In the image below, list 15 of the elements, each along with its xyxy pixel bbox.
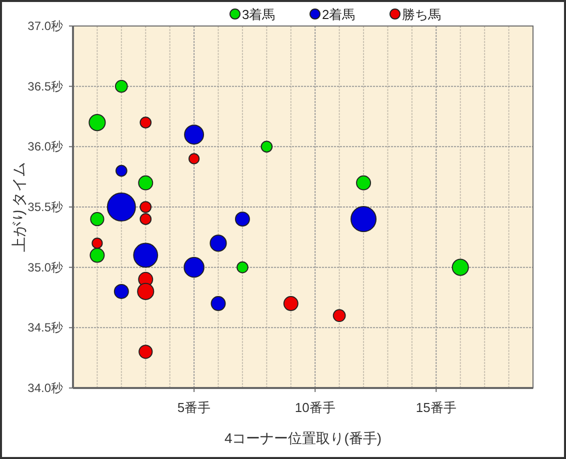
y-tick-label: 36.0秒 bbox=[28, 140, 63, 154]
x-tick-label: 10番手 bbox=[294, 400, 336, 415]
x-axis-title: 4コーナー位置取り(番手) bbox=[224, 430, 382, 446]
y-tick-label: 37.0秒 bbox=[28, 19, 63, 33]
x-tick-label: 15番手 bbox=[416, 400, 456, 415]
x-tick-label: 5番手 bbox=[177, 400, 211, 415]
y-tick-label: 35.5秒 bbox=[28, 200, 63, 214]
y-tick-label: 35.0秒 bbox=[28, 260, 63, 274]
legend-label: 勝ち馬 bbox=[402, 7, 441, 22]
legend-label: 2着馬 bbox=[322, 7, 356, 22]
y-tick-label: 36.5秒 bbox=[28, 79, 63, 94]
y-axis-title: 上がりタイム bbox=[11, 162, 28, 252]
y-tick-label: 34.0秒 bbox=[28, 381, 63, 395]
y-tick-label: 34.5秒 bbox=[28, 320, 63, 335]
legend-label: 3着馬 bbox=[242, 7, 276, 22]
